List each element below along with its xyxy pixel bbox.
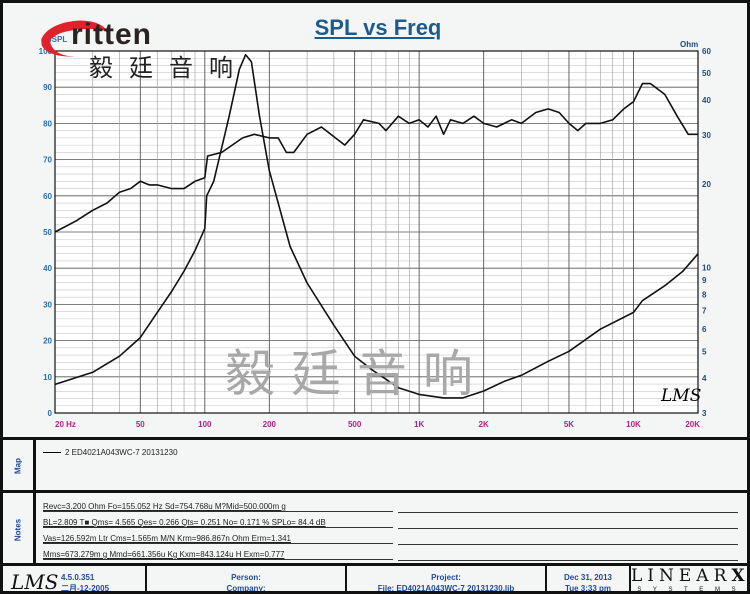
chart-title: SPL vs Freq [314, 15, 442, 40]
x-tick-label: 10K [626, 420, 641, 429]
impedance-curve [54, 53, 699, 399]
y-tick-label-left: 90 [43, 83, 52, 92]
y-tick-label-right: 60 [702, 47, 711, 56]
logo-word: ritten [71, 18, 152, 51]
y-axis-label-left: dBSPL [41, 35, 67, 44]
x-tick-label: 2K [479, 420, 489, 429]
legend-entry: 2 ED4021A043WC-7 20131230 [43, 448, 178, 457]
y-tick-label-left: 60 [43, 192, 52, 201]
x-tick-label: 1K [414, 420, 424, 429]
y-tick-label-right: 10 [702, 264, 711, 273]
y-tick-label-right: 6 [702, 325, 707, 334]
y-tick-label-left: 30 [43, 300, 52, 309]
note-rule [398, 528, 738, 529]
file-name: File: ED4021A043WC-7 20131230.lib [377, 584, 515, 593]
linearx-logo: LINEARX S Y S T E M S [631, 566, 750, 593]
spl-curve [54, 82, 698, 233]
y-tick-label-right: 20 [702, 180, 711, 189]
x-tick-label: 500 [348, 420, 362, 429]
x-tick-label: 20 Hz [55, 420, 76, 429]
y-tick-label-right: 40 [702, 96, 711, 105]
britten-logo: ritten 毅廷音响 [31, 7, 271, 87]
x-tick-label: 20K [685, 420, 700, 429]
notes-side-label: Notes [3, 493, 36, 566]
y-tick-label-left: 80 [43, 119, 52, 128]
note-rule [398, 512, 738, 513]
y-tick-label-left: 40 [43, 264, 52, 273]
map-section: Map 2 ED4021A043WC-7 20131230 [3, 437, 747, 492]
y-tick-label-right: 4 [702, 374, 707, 383]
x-tick-label: 200 [263, 420, 277, 429]
note-line: Mms=673.279m g Mmd=661.356u Kg Kxm=843.1… [43, 550, 393, 560]
note-line: Revc=3.200 Ohm Fo=155.052 Hz Sd=754.768u… [43, 502, 393, 512]
y-tick-label-left: 50 [43, 228, 52, 237]
version: 4.5.0.351 [61, 573, 95, 582]
footer: LMS 4.5.0.351 二月-12-2005 Person: Company… [3, 563, 750, 594]
time: Tue 3:33 pm [564, 584, 612, 593]
y-tick-label-right: 5 [702, 347, 707, 356]
footer-project-cell: Project: File: ED4021A043WC-7 20131230.l… [347, 566, 547, 593]
company-label: Company: [226, 584, 266, 593]
y-tick-label-right: 7 [702, 307, 707, 316]
map-side-label: Map [3, 440, 36, 492]
note-rule [398, 544, 738, 545]
note-rule [398, 560, 738, 561]
y-tick-label-left: 100 [39, 47, 53, 56]
note-line: BL=2.809 T■ Qms= 4.565 Qes= 0.266 Qts= 0… [43, 518, 393, 528]
project-label: Project: [431, 573, 461, 582]
notes-section: Notes Revc=3.200 Ohm Fo=155.052 Hz Sd=75… [3, 490, 747, 566]
x-tick-label: 100 [198, 420, 212, 429]
y-tick-label-left: 70 [43, 156, 52, 165]
footer-app-cell: LMS 4.5.0.351 二月-12-2005 [3, 566, 147, 594]
legend-line-icon [43, 452, 61, 454]
y-axis-label-right: Ohm [680, 40, 698, 49]
logo-chinese: 毅廷音响 [89, 54, 249, 82]
note-line: Vas=126.592m Ltr Cms=1.565m M/N Krm=986.… [43, 534, 393, 544]
y-tick-label-right: 30 [702, 131, 711, 140]
y-tick-label-right: 9 [702, 276, 707, 285]
lms-logo: LMS [11, 570, 59, 594]
spl-impedance-chart: 0 10 20 30 40 50 60 70 80 90 100 3 4 5 6 7 8 9 10 20 30 40 50 6… [39, 35, 712, 429]
x-tick-label: 5K [564, 420, 574, 429]
y-tick-label-left: 20 [43, 337, 52, 346]
y-tick-label-left: 10 [43, 373, 52, 382]
build-date: 二月-12-2005 [61, 584, 110, 593]
footer-date-cell: Dec 31, 2013 Tue 3:33 pm [547, 566, 631, 593]
y-tick-label-right: 8 [702, 290, 707, 299]
y-tick-label-right: 3 [702, 409, 707, 418]
y-tick-label-left: 0 [48, 409, 53, 418]
y-tick-label-right: 50 [702, 69, 711, 78]
person-label: Person: [231, 573, 261, 582]
x-tick-label: 50 [136, 420, 145, 429]
date: Dec 31, 2013 [563, 573, 613, 582]
watermark: 毅廷音响 [225, 345, 489, 403]
lms-plot-logo: LMS [661, 386, 702, 406]
footer-person-cell: Person: Company: [147, 566, 347, 593]
